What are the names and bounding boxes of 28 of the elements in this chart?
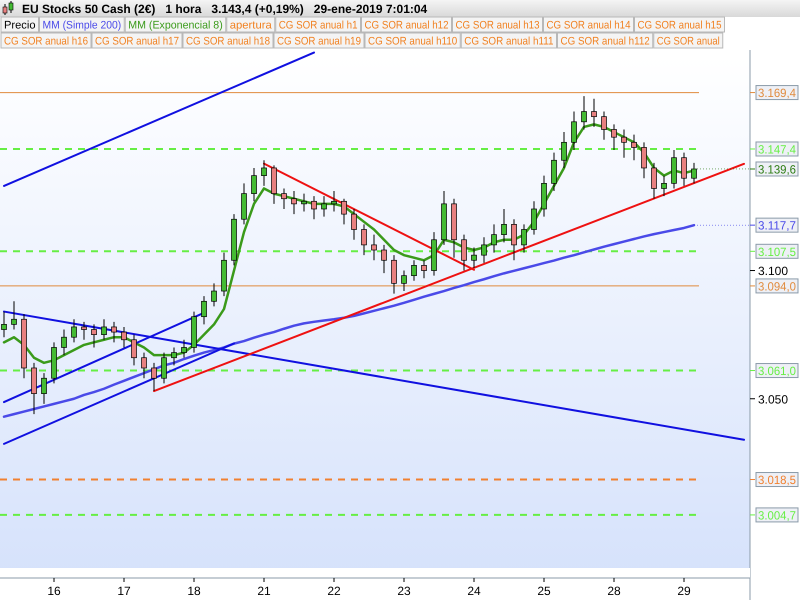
ref-line-label: 3.169,4: [758, 86, 798, 100]
text: apertura: [230, 20, 273, 32]
x-tick-label: 23: [397, 584, 411, 598]
x-tick-label: 16: [47, 584, 61, 598]
chart-title: EU Stocks 50 Cash (2€) 1 hora 3.143,4 (+0,19%) 29-ene-2019 7:01:04: [22, 2, 428, 16]
ref-line-label: 3.107,5: [758, 244, 798, 259]
ref-line-label: 3.061,0: [758, 364, 798, 378]
legend-label: Precio: [4, 20, 36, 32]
x-tick-label: 29: [677, 584, 691, 598]
x-tick-label: 25: [537, 584, 551, 598]
x-tick-label: 21: [257, 584, 271, 598]
data-label: 3.117,7: [758, 218, 798, 233]
ref-line-label: 3.018,5: [758, 473, 798, 488]
ref-line-label: 3.147,4: [758, 142, 798, 156]
ref-line-label: 3.004,7: [758, 508, 798, 522]
y-tick-label: 3.050: [758, 392, 788, 406]
ref-line-label: 3.094,0: [758, 279, 798, 294]
x-tick-label: 18: [187, 584, 201, 598]
x-tick-label: 28: [607, 584, 621, 598]
text: 3.139,6: [758, 162, 798, 176]
text: MM (Exponencial 8): [128, 20, 226, 32]
x-tick-label: 17: [117, 584, 131, 598]
y-tick-label: 3.100: [758, 264, 788, 278]
text: MM (Simple 200): [42, 20, 126, 32]
x-tick-label: 22: [327, 584, 341, 598]
text: CG SOR anual: [656, 36, 730, 48]
x-tick-label: 24: [467, 584, 481, 598]
text: CG SOR anual h15: [638, 20, 732, 32]
